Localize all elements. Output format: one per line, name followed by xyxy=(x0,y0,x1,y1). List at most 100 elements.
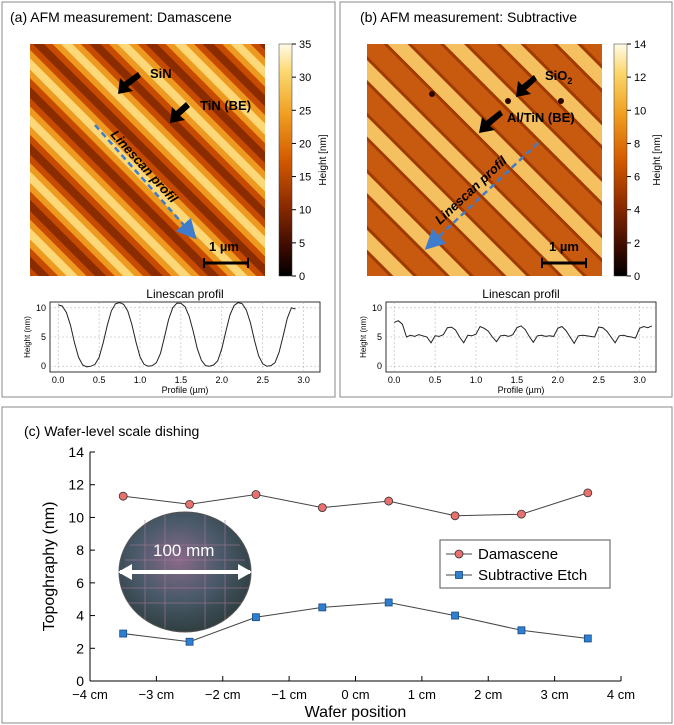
afm-image-damascene xyxy=(30,44,265,276)
y-tick-label: 12 xyxy=(68,477,84,493)
y-tick-label: 10 xyxy=(68,509,84,525)
panel-c-title: (c) Wafer-level scale dishing xyxy=(24,423,199,439)
data-point-damascene xyxy=(517,509,526,519)
y-tick-label: 2 xyxy=(76,640,84,656)
afm-defect-2 xyxy=(505,98,511,104)
x-tick-label: 3 cm xyxy=(541,687,569,702)
label-sin: SiN xyxy=(150,66,172,81)
panel-b-title: (b) AFM measurement: Subtractive xyxy=(360,9,577,25)
data-point-subtractive xyxy=(451,611,459,620)
data-point-damascene xyxy=(450,511,460,521)
profile-xtick-label: 2.5 xyxy=(592,375,605,385)
legend-marker-damascene xyxy=(454,549,464,559)
colorbar-b xyxy=(613,43,628,277)
profile-xtick-label: 0.0 xyxy=(388,375,401,385)
data-point-damascene xyxy=(185,499,194,509)
scale-bar-label-b: 1 µm xyxy=(549,239,579,254)
colorbar-tick-label: 4 xyxy=(634,205,640,217)
series-line xyxy=(123,492,588,517)
wafer-arrowhead-left xyxy=(118,564,132,580)
series-line xyxy=(123,601,588,643)
scale-bar-label-a: 1 µm xyxy=(209,239,239,254)
profile-ytick-label: 10 xyxy=(36,303,46,313)
wafer-label: 100 mm xyxy=(153,541,214,560)
panel-a-title: (a) AFM measurement: Damascene xyxy=(10,9,232,25)
colorbar-tick-label: 15 xyxy=(299,172,311,184)
profile-title: Linescan profil xyxy=(146,287,223,301)
data-point-subtractive xyxy=(318,603,327,612)
linescan-arrow-a xyxy=(94,124,197,240)
colorbar-tick-label: 35 xyxy=(299,39,311,51)
profile-xtick-label: 3.0 xyxy=(633,375,646,385)
colorbar-tick-label: 6 xyxy=(634,172,640,184)
label-sio2-sub: 2 xyxy=(567,76,572,86)
y-axis-label: Topoghraphy (nm) xyxy=(41,502,58,632)
colorbar-a xyxy=(278,43,293,277)
y-tick-label: 0 xyxy=(76,673,84,689)
profile-ytick-label: 5 xyxy=(41,332,46,342)
wafer-arrowhead-right xyxy=(238,564,252,580)
x-tick-label: −3 cm xyxy=(138,687,174,702)
colorbar-tick-label: 30 xyxy=(299,72,311,84)
x-tick-label: −1 cm xyxy=(271,687,307,702)
data-point-damascene xyxy=(317,503,327,513)
x-tick-label: −2 cm xyxy=(205,687,241,702)
linescan-arrow-b xyxy=(424,142,539,250)
arrow-tin xyxy=(170,102,190,123)
afm-defect-3 xyxy=(558,98,564,104)
colorbar-tick-label: 12 xyxy=(634,72,646,84)
profile-ylabel: Height (nm) xyxy=(359,316,368,358)
profile-xtick-label: 1.5 xyxy=(511,375,524,385)
colorbar-tick-label: 0 xyxy=(634,271,640,283)
profile-line xyxy=(394,320,653,345)
profile-ytick-label: 0 xyxy=(41,361,46,371)
profile-xtick-label: 0.5 xyxy=(429,375,442,385)
profile-ytick-label: 0 xyxy=(377,361,382,371)
colorbar-tick-label: 25 xyxy=(299,105,311,117)
legend-label: Damascene xyxy=(478,546,558,563)
data-point-subtractive xyxy=(119,629,128,638)
legend-label: Subtractive Etch xyxy=(478,567,587,584)
colorbar-a-label: Height [nm] xyxy=(318,134,329,185)
x-tick-label: 4 cm xyxy=(607,687,635,702)
colorbar-b-label: Height [nm] xyxy=(652,134,663,185)
data-point-damascene xyxy=(118,491,128,501)
colorbar-tick-label: 8 xyxy=(634,138,640,150)
label-tin: TiN (BE) xyxy=(200,98,251,113)
afm-image-subtractive xyxy=(367,44,602,276)
profile-title: Linescan profil xyxy=(482,287,559,301)
legend-box xyxy=(439,539,611,589)
profile-xlabel: Profile (µm) xyxy=(162,385,209,395)
profile-xtick-label: 2.0 xyxy=(552,375,565,385)
x-tick-label: 2 cm xyxy=(474,687,502,702)
data-point-subtractive xyxy=(185,637,194,646)
data-point-damascene xyxy=(251,490,261,499)
colorbar-tick-label: 20 xyxy=(299,138,311,150)
profile-xtick-label: 3.0 xyxy=(297,375,310,385)
profile-ytick-label: 10 xyxy=(372,303,382,313)
profile-xtick-label: 0.0 xyxy=(52,375,65,385)
y-tick-label: 6 xyxy=(76,575,84,591)
data-point-subtractive xyxy=(252,613,260,622)
y-tick-label: 14 xyxy=(68,444,84,460)
x-axis-label: Wafer position xyxy=(305,704,407,721)
colorbar-tick-label: 0 xyxy=(299,271,305,283)
x-tick-label: 1 cm xyxy=(408,687,436,702)
profile-xlabel: Profile (µm) xyxy=(498,385,545,395)
label-altin: Al/TiN (BE) xyxy=(507,110,575,125)
label-sio2: SiO2 xyxy=(545,68,572,86)
y-tick-label: 8 xyxy=(76,542,84,558)
profile-xtick-label: 1.5 xyxy=(175,375,188,385)
profile-xtick-label: 2.0 xyxy=(216,375,229,385)
colorbar-tick-label: 14 xyxy=(634,39,646,51)
profile-xtick-label: 0.5 xyxy=(93,375,106,385)
arrow-sin xyxy=(118,72,141,94)
x-tick-label: −4 cm xyxy=(72,687,108,702)
profile-xtick-label: 1.0 xyxy=(470,375,483,385)
legend-marker-subtractive xyxy=(455,571,463,579)
data-point-damascene xyxy=(384,496,394,506)
data-point-damascene xyxy=(583,488,593,498)
profile-ylabel: Height (nm) xyxy=(23,316,32,358)
x-tick-label: 0 cm xyxy=(341,687,369,702)
profile-xtick-label: 1.0 xyxy=(134,375,147,385)
